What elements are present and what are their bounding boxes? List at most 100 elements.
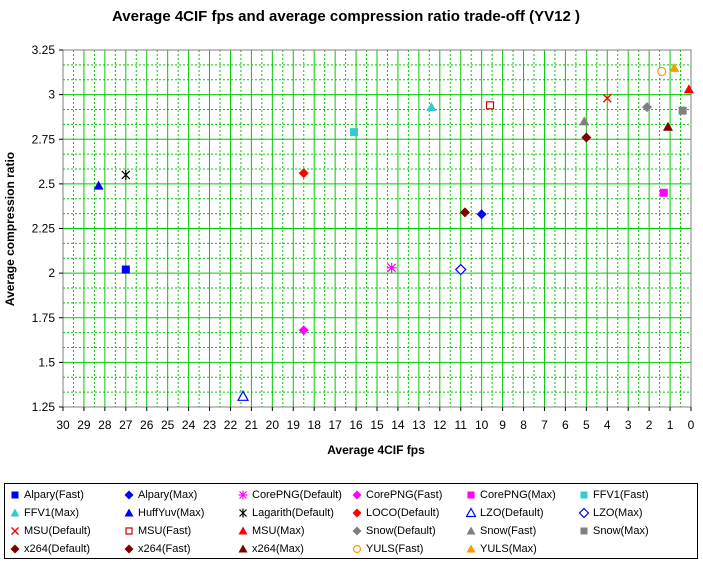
legend-label: MSU(Max) (252, 524, 305, 537)
legend-label: MSU(Fast) (138, 524, 192, 537)
legend-symbol (238, 526, 248, 534)
legend-label: FFV1(Max) (24, 506, 79, 519)
data-point-msu-default (602, 93, 612, 103)
legend-symbol (239, 508, 247, 517)
x-tick-label: 3 (625, 418, 632, 432)
x-tick-label: 16 (349, 418, 363, 432)
legend-symbol (352, 490, 362, 499)
y-tick-label: 3.25 (32, 43, 56, 57)
data-point-msu-fast (485, 101, 495, 110)
legend-item: YULS(Fast) (351, 540, 423, 557)
legend-item: YULS(Max) (465, 540, 537, 557)
legend-marker (124, 508, 134, 516)
legend-marker (238, 526, 248, 534)
x-tick-label: 11 (454, 418, 467, 432)
legend-marker (11, 526, 19, 535)
x-tick-label: 23 (203, 418, 217, 432)
legend-label: x264(Max) (252, 542, 304, 555)
data-point-lzo-max (454, 263, 467, 276)
legend-symbol (124, 490, 134, 499)
data-point-snow-default (642, 102, 653, 113)
legend-label: x264(Fast) (138, 542, 191, 555)
legend-marker (352, 526, 362, 535)
legend-item: x264(Fast) (123, 540, 191, 557)
data-point-alpary-max (476, 209, 487, 220)
legend-marker (466, 526, 476, 534)
legend-symbol (466, 526, 476, 534)
legend-symbol (124, 544, 134, 553)
x-tick-label: 1 (667, 418, 674, 432)
y-tick-label: 3 (48, 88, 55, 102)
x-tick-label: 6 (562, 418, 569, 432)
data-point-corepng-default (386, 262, 397, 273)
x-tick-label: 26 (140, 418, 154, 432)
legend-symbol (10, 508, 20, 516)
x-tick-label: 29 (77, 418, 91, 432)
x-tick-label: 21 (245, 418, 259, 432)
legend-item: FFV1(Fast) (578, 486, 649, 503)
y-axis-title: Average compression ratio (3, 152, 17, 306)
y-tick-label: 2.75 (32, 132, 56, 146)
y-tick-label: 1.75 (32, 311, 56, 325)
legend-marker (352, 544, 362, 553)
legend-label: CorePNG(Max) (480, 488, 556, 501)
legend-label: CorePNG(Fast) (366, 488, 443, 501)
legend-label: FFV1(Fast) (593, 488, 649, 501)
legend-label: CorePNG(Default) (252, 488, 342, 501)
legend-marker (10, 544, 20, 553)
data-point-ffv1-max (426, 102, 437, 112)
y-tick-label: 2.5 (38, 177, 55, 191)
legend-label: Snow(Max) (593, 524, 649, 537)
x-tick-label: 14 (391, 418, 405, 432)
legend-marker (125, 526, 133, 535)
legend-symbol (125, 526, 133, 535)
legend-label: x264(Default) (24, 542, 91, 555)
legend-label: Alpary(Max) (138, 488, 198, 501)
x-tick-label: 17 (328, 418, 342, 432)
legend-item: Alpary(Max) (123, 486, 197, 503)
legend-item: CorePNG(Max) (465, 486, 556, 503)
legend-symbol (352, 508, 362, 517)
x-tick-label: 28 (98, 418, 112, 432)
legend-item: FFV1(Max) (9, 504, 79, 521)
data-point-lzo-default (237, 390, 250, 401)
data-point-huffyuv-max (93, 180, 104, 190)
legend-label: LOCO(Default) (366, 506, 440, 519)
x-tick-label: 25 (161, 418, 175, 432)
x-tick-label: 13 (412, 418, 426, 432)
x-tick-label: 22 (224, 418, 238, 432)
chart: Average 4CIF fps and average compression… (3, 8, 695, 457)
legend-label: Snow(Fast) (480, 524, 537, 537)
legend-label: LZO(Default) (480, 506, 544, 519)
x-tick-label: 24 (182, 418, 196, 432)
x-tick-label: 30 (56, 418, 70, 432)
x-tick-label: 19 (287, 418, 301, 432)
legend-item: Lagarith(Default) (237, 504, 334, 521)
legend-item: LZO(Default) (465, 504, 544, 521)
x-tick-label: 2 (646, 418, 653, 432)
x-tick-label: 20 (266, 418, 280, 432)
x-tick-label: 27 (119, 418, 133, 432)
x-axis-title: Average 4CIF fps (327, 443, 425, 457)
legend-symbol (578, 507, 590, 518)
legend-marker (467, 491, 475, 498)
legend-marker (352, 508, 362, 517)
legend-marker (124, 544, 134, 553)
data-point-corepng-max (659, 188, 668, 197)
legend-marker (10, 508, 20, 516)
x-tick-label: 5 (583, 418, 590, 432)
legend-label: Lagarith(Default) (252, 506, 334, 519)
x-tick-label: 18 (308, 418, 322, 432)
legend-item: MSU(Max) (237, 522, 305, 539)
data-point-x264-max (662, 121, 673, 131)
y-tick-label: 1.5 (38, 355, 55, 369)
data-point-corepng-fast (298, 325, 309, 336)
data-point-x264-default (581, 132, 592, 143)
legend-marker (11, 491, 19, 498)
legend-item: LZO(Max) (578, 504, 643, 521)
legend: Alpary(Fast) Alpary(Max) CorePNG(Default) C… (4, 483, 698, 559)
legend-label: Alpary(Fast) (24, 488, 84, 501)
data-point-loco-default (298, 168, 309, 179)
legend-symbol (124, 508, 134, 516)
legend-item: LOCO(Default) (351, 504, 439, 521)
